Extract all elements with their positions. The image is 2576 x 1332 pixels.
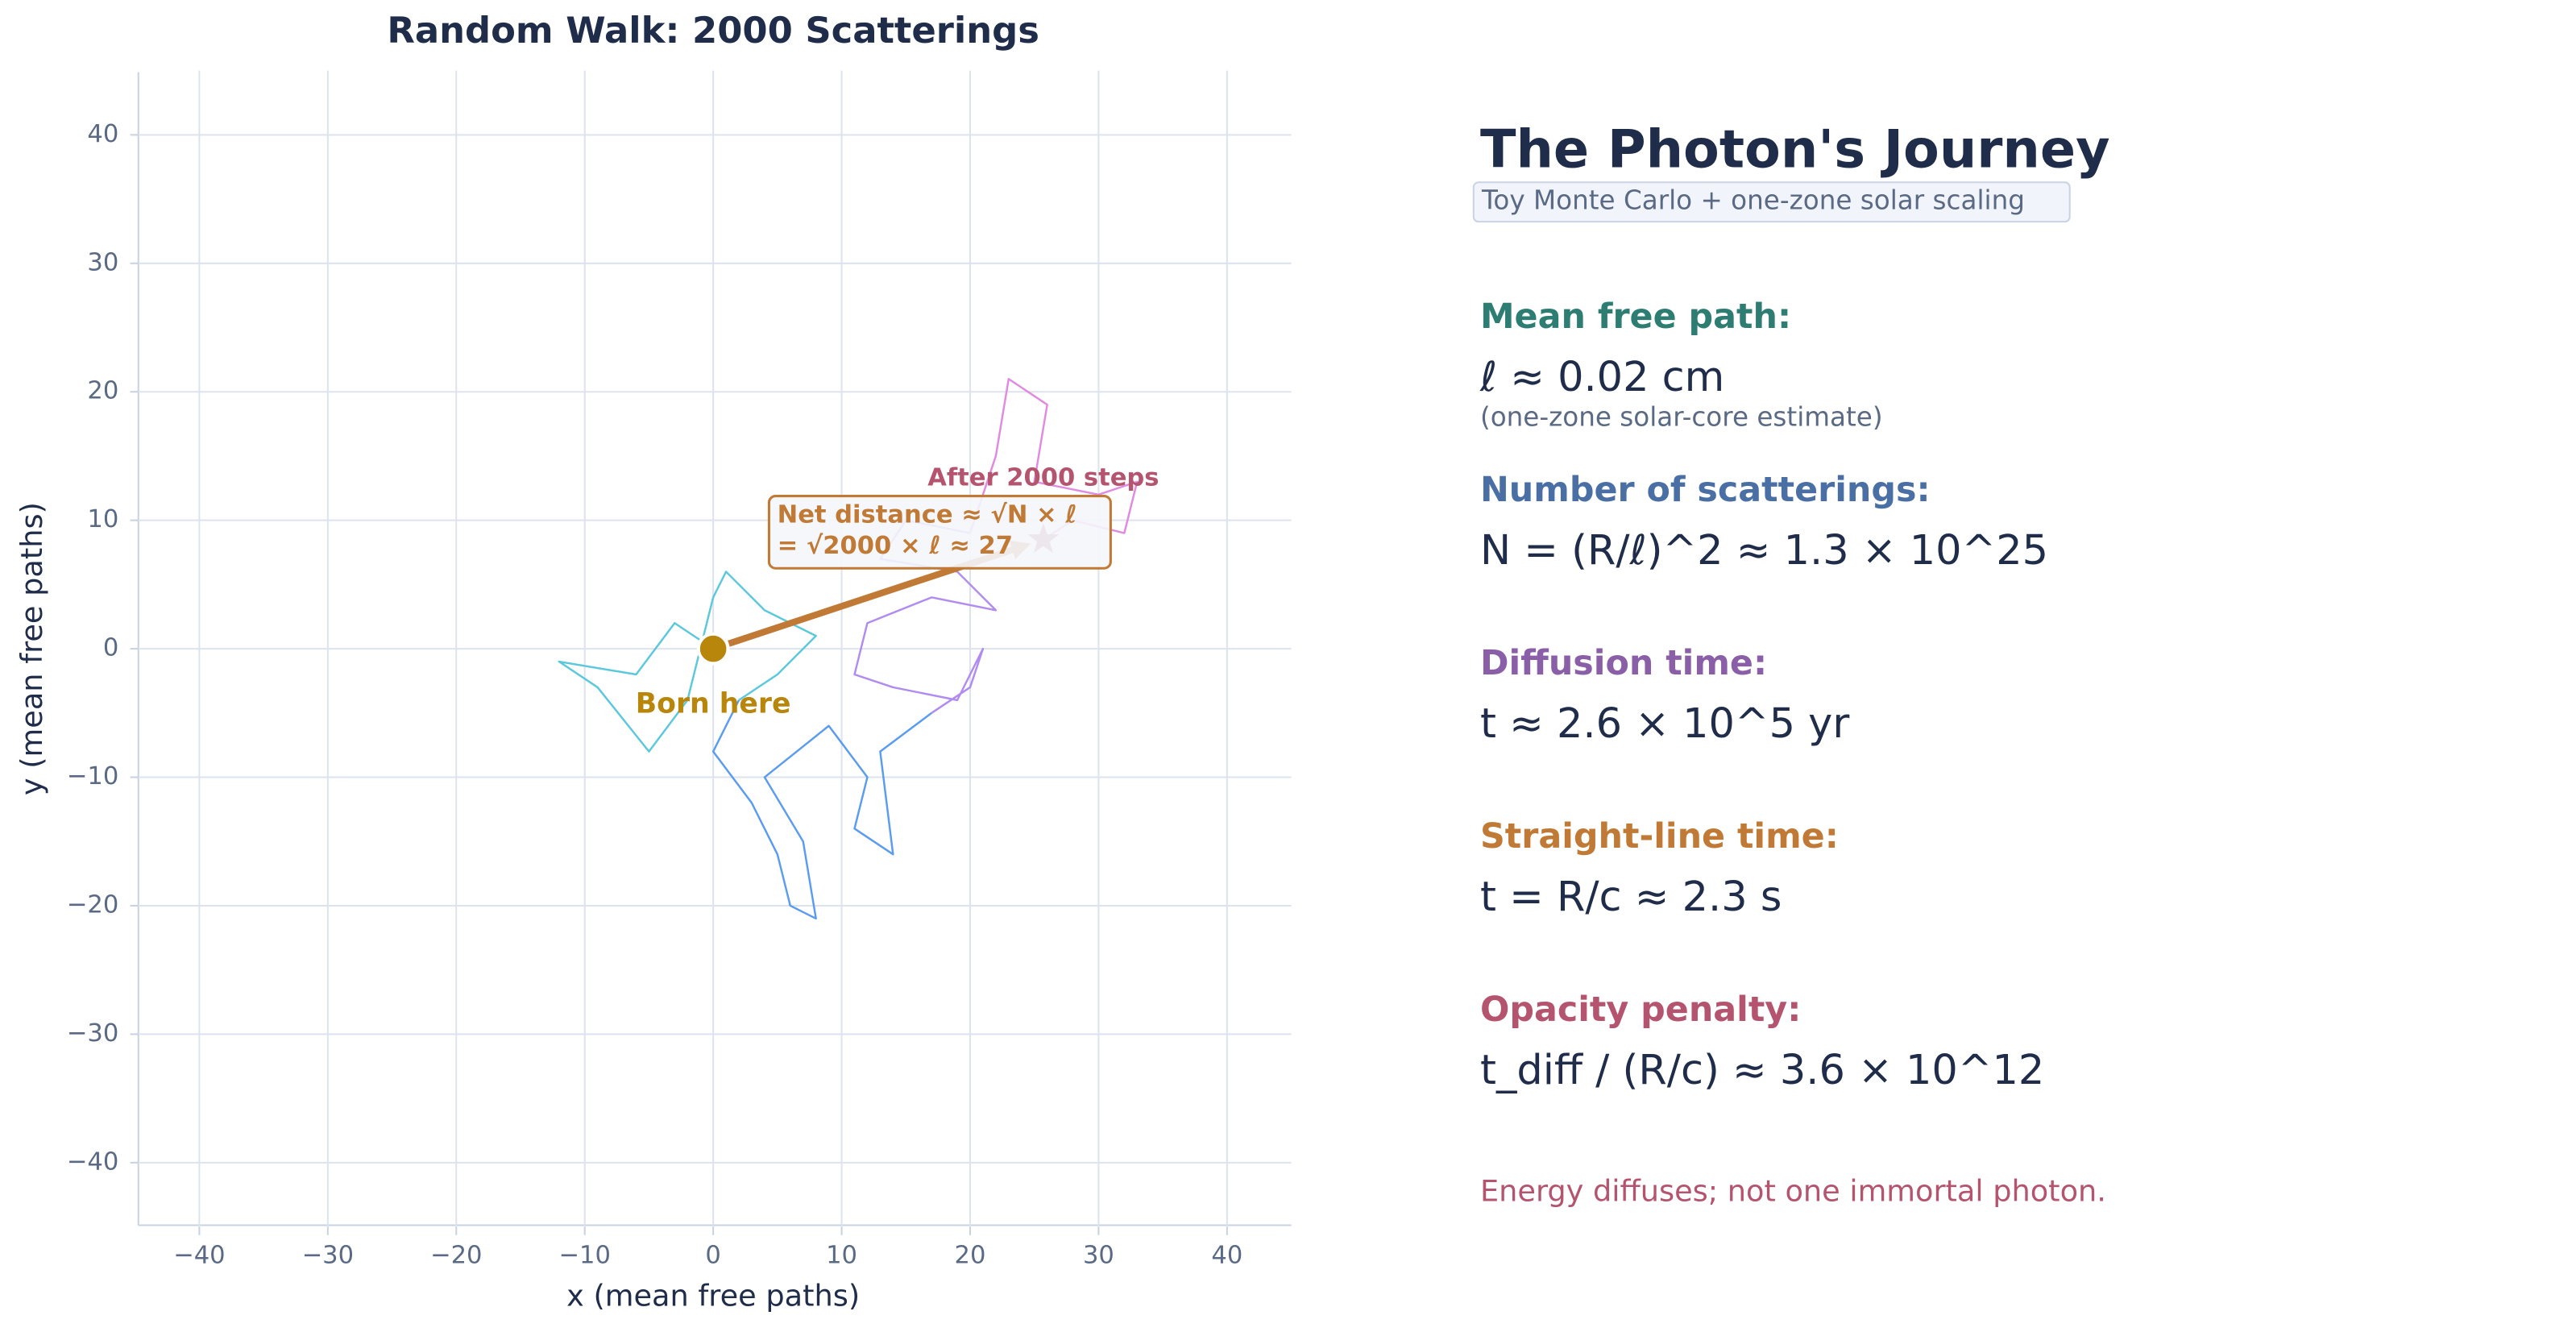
section-value: ℓ ≈ 0.02 cm [1479,354,1724,401]
x-tick-label: 30 [1083,1242,1114,1270]
walk-path [711,699,932,920]
chart-title: Random Walk: 2000 Scatterings [387,9,1039,52]
start-point [696,632,730,666]
y-tick-label: 30 [87,248,118,276]
subtitle-box [1472,181,2071,223]
panel-title: The Photon's Journey [1480,119,2110,181]
x-tick-label: −10 [558,1242,611,1270]
section-heading: Diffusion time: [1480,643,1767,683]
x-tick-label: 40 [1211,1242,1242,1270]
start-label: Born here [636,687,791,720]
x-tick-label: 20 [955,1242,986,1270]
section-value: t = R/c ≈ 2.3 s [1480,873,1782,921]
x-axis-label: x (mean free paths) [566,1279,860,1313]
section-note: (one-zone solar-core estimate) [1480,402,1883,433]
x-tick-label: 10 [826,1242,857,1270]
x-tick-label: −40 [173,1242,225,1270]
x-tick-label: 0 [705,1242,720,1270]
section-value: t_diff / (R/c) ≈ 3.6 × 10^12 [1480,1047,2044,1094]
section-heading: Number of scatterings: [1480,470,1931,510]
y-tick-label: 10 [87,505,118,533]
x-tick-label: −20 [430,1242,483,1270]
y-tick-label: −10 [67,762,118,790]
net-label: Net distance ≈ √N × ℓ [778,501,1077,529]
x-tick-label: −30 [302,1242,354,1270]
y-axis-label: y (mean free paths) [15,502,49,795]
y-tick-label: −40 [67,1147,118,1176]
panel-subtitle: Toy Monte Carlo + one-zone solar scaling [1481,185,2025,216]
net-box [767,495,1112,570]
net-label: = √2000 × ℓ ≈ 27 [778,532,1013,560]
end-label: After 2000 steps [927,464,1159,492]
section-value: N = (R/ℓ)^2 ≈ 1.3 × 10^25 [1480,527,2048,575]
section-heading: Opacity penalty: [1480,990,1801,1030]
y-tick-label: 0 [103,634,118,662]
walk-path [558,571,817,753]
y-tick-label: −20 [67,890,118,919]
y-tick-label: −30 [67,1019,118,1048]
y-tick-label: 40 [87,120,118,148]
section-heading: Straight-line time: [1480,816,1839,857]
panel-footer: Energy diffuses; not one immortal photon… [1480,1173,2106,1208]
section-value: t ≈ 2.6 × 10^5 yr [1480,700,1849,748]
section-heading: Mean free path: [1480,297,1791,337]
y-tick-label: 20 [87,377,118,405]
